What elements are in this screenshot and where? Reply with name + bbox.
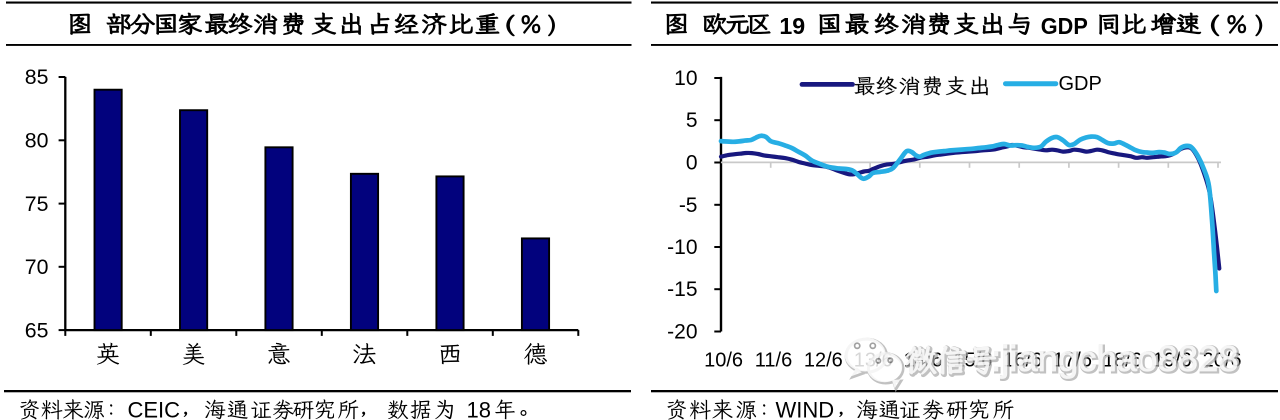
svg-text:20/6: 20/6 — [1203, 350, 1242, 372]
svg-text:GDP: GDP — [1041, 13, 1088, 39]
svg-text:75: 75 — [25, 192, 49, 216]
svg-text:12/6: 12/6 — [804, 350, 843, 372]
svg-text:10: 10 — [674, 67, 697, 90]
svg-text:0: 0 — [686, 152, 698, 175]
svg-text::jiangchao8828: :jiangchao8828 — [992, 339, 1240, 380]
svg-text:-20: -20 — [667, 321, 697, 344]
svg-text:16/6: 16/6 — [1003, 350, 1042, 372]
svg-text:19/6: 19/6 — [1153, 350, 1192, 372]
svg-text:19: 19 — [779, 13, 805, 39]
svg-text:11/6: 11/6 — [755, 350, 792, 372]
svg-text:-15: -15 — [667, 278, 697, 301]
svg-text:10/6: 10/6 — [704, 350, 743, 372]
svg-text:65: 65 — [25, 318, 49, 342]
svg-text:80: 80 — [25, 129, 49, 153]
svg-text:17/6: 17/6 — [1053, 350, 1092, 372]
svg-text:85: 85 — [25, 65, 49, 89]
svg-text:18/6: 18/6 — [1103, 350, 1142, 372]
svg-text:-5: -5 — [679, 194, 698, 217]
svg-text:5: 5 — [686, 109, 698, 132]
svg-text:WIND: WIND — [776, 397, 835, 420]
svg-text:-10: -10 — [667, 236, 697, 259]
svg-text::jiangchao8828: :jiangchao8828 — [991, 338, 1239, 379]
svg-text:70: 70 — [25, 255, 49, 279]
svg-text:GDP: GDP — [1059, 73, 1102, 95]
svg-text:18: 18 — [467, 397, 491, 420]
svg-text:CEIC: CEIC — [128, 397, 181, 420]
